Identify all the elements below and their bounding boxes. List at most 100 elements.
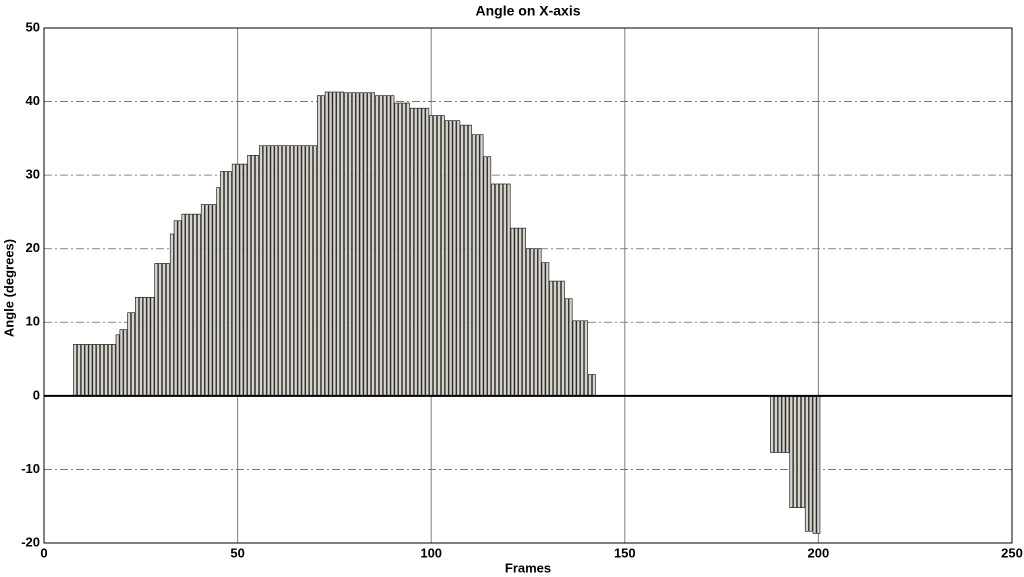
x-tick-label: 200 bbox=[808, 545, 830, 560]
y-tick-label: 10 bbox=[26, 314, 40, 329]
bar bbox=[200, 204, 205, 397]
bar bbox=[433, 115, 437, 397]
bar bbox=[282, 145, 286, 397]
bar bbox=[770, 395, 774, 453]
bar bbox=[510, 227, 515, 397]
bar bbox=[92, 344, 97, 397]
bar bbox=[216, 187, 221, 397]
bar bbox=[375, 95, 379, 397]
bar bbox=[789, 395, 794, 508]
bar bbox=[464, 124, 468, 397]
bar bbox=[541, 262, 546, 397]
y-tick-label: 0 bbox=[33, 387, 40, 402]
bar bbox=[297, 145, 302, 397]
bar bbox=[808, 395, 813, 532]
bar bbox=[289, 145, 294, 397]
bar bbox=[212, 204, 217, 397]
bar bbox=[115, 334, 120, 397]
y-tick-label: -20 bbox=[21, 534, 40, 549]
bar bbox=[549, 280, 554, 397]
bar bbox=[185, 213, 190, 397]
bar bbox=[560, 280, 565, 397]
bar bbox=[801, 395, 805, 508]
bar bbox=[286, 145, 290, 397]
y-tick-label: 20 bbox=[26, 240, 40, 255]
bar bbox=[73, 344, 77, 397]
bar bbox=[251, 154, 255, 397]
bar bbox=[518, 227, 523, 397]
bar bbox=[437, 115, 441, 397]
bar bbox=[266, 145, 271, 397]
bar bbox=[320, 95, 325, 397]
bar bbox=[448, 120, 453, 397]
bar bbox=[406, 102, 410, 397]
bar bbox=[409, 107, 414, 397]
bar bbox=[84, 344, 89, 397]
bar bbox=[348, 92, 352, 397]
bar bbox=[317, 95, 321, 397]
bar bbox=[80, 344, 85, 397]
bar bbox=[274, 145, 279, 397]
bar bbox=[471, 134, 476, 397]
bar bbox=[402, 102, 406, 397]
bar bbox=[479, 134, 484, 397]
bar bbox=[468, 124, 472, 397]
bar bbox=[359, 92, 364, 397]
bar bbox=[131, 312, 135, 397]
bar bbox=[189, 213, 193, 397]
bar bbox=[235, 163, 240, 397]
bar bbox=[483, 156, 488, 397]
bar bbox=[220, 171, 224, 397]
bar bbox=[417, 107, 422, 397]
bar bbox=[456, 120, 461, 397]
bar bbox=[475, 134, 480, 397]
bar bbox=[104, 344, 108, 397]
bar bbox=[208, 204, 213, 397]
plot-frame bbox=[43, 27, 1013, 544]
bar bbox=[588, 374, 592, 397]
bar bbox=[777, 395, 782, 453]
bar bbox=[169, 233, 174, 397]
x-tick-label: 0 bbox=[40, 545, 47, 560]
bar bbox=[367, 92, 372, 397]
x-axis-label: Frames bbox=[505, 560, 551, 575]
bar bbox=[313, 145, 317, 397]
bar bbox=[305, 145, 310, 397]
bar bbox=[247, 154, 252, 397]
bar bbox=[421, 107, 426, 397]
bar bbox=[460, 124, 465, 397]
bar bbox=[379, 95, 383, 397]
bar bbox=[816, 395, 821, 534]
bar bbox=[150, 296, 155, 397]
bar bbox=[177, 220, 182, 397]
bar bbox=[526, 248, 530, 397]
bar bbox=[564, 298, 569, 397]
bar bbox=[351, 92, 356, 397]
bar bbox=[502, 183, 507, 397]
bar bbox=[111, 344, 116, 397]
bar bbox=[514, 227, 519, 397]
bar bbox=[398, 102, 403, 397]
bar bbox=[293, 145, 298, 397]
bar bbox=[537, 248, 542, 397]
bar bbox=[162, 263, 166, 397]
bar bbox=[332, 91, 337, 397]
bar bbox=[390, 95, 395, 397]
bar bbox=[228, 171, 232, 397]
bar bbox=[135, 296, 139, 397]
bar bbox=[557, 280, 561, 397]
bar bbox=[785, 395, 790, 453]
bar bbox=[142, 296, 147, 397]
bar bbox=[173, 220, 178, 397]
bar bbox=[107, 344, 112, 397]
bar bbox=[193, 213, 197, 397]
x-tick-label: 100 bbox=[420, 545, 442, 560]
y-tick-label: 30 bbox=[26, 167, 40, 182]
bar bbox=[522, 227, 526, 397]
bar bbox=[278, 145, 283, 397]
bar bbox=[580, 320, 585, 397]
bar bbox=[545, 262, 550, 397]
bar bbox=[231, 163, 236, 397]
bar bbox=[258, 145, 263, 397]
